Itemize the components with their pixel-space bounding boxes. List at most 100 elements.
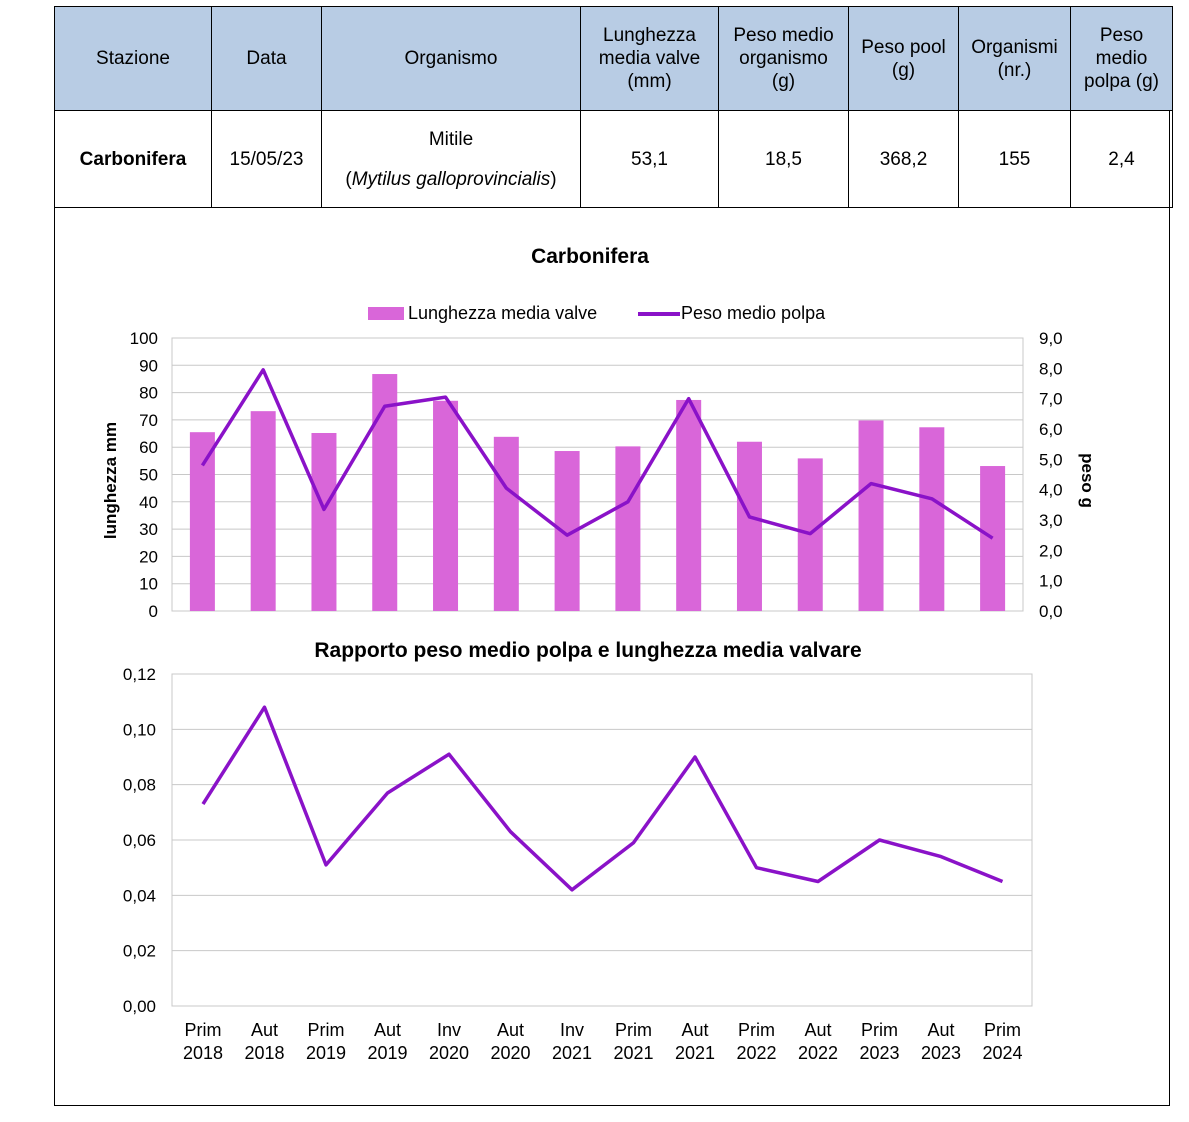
header-peso-polpa: Peso medio polpa (g) [1070,6,1173,111]
chart1-y2tick-label: 9,0 [1039,329,1063,348]
chart1-y2tick-label: 3,0 [1039,511,1063,530]
header-line: Lunghezza [603,25,696,46]
header-line: Peso medio [733,25,834,46]
header-peso-pool: Peso pool (g) [848,6,959,111]
chart2-xtick-label: Prim 2018 [183,1020,223,1063]
xtick-line: 2019 [306,1043,346,1063]
data-table: Stazione Data Organismo Lunghezza media v… [54,6,1173,208]
chart2-ytick-label: 0,04 [123,886,156,905]
chart2-xtick-label: Inv 2020 [429,1020,469,1063]
header-line: medio [1095,48,1148,69]
chart1-bar [919,427,945,611]
chart1-bar [250,411,276,611]
header-line: Data [246,48,287,69]
xtick-line: Prim [984,1020,1021,1040]
chart1-legend-bar-swatch [368,307,404,320]
xtick-line: Prim [308,1020,345,1040]
xtick-line: Prim [185,1020,222,1040]
chart1-bar [858,420,884,611]
chart1-bar [372,374,398,611]
chart1-y2tick-label: 2,0 [1039,541,1063,560]
chart1-ytick-label: 20 [139,547,158,566]
xtick-line: Prim [861,1020,898,1040]
header-line: Stazione [96,48,170,69]
chart2-xtick-label: Prim 2023 [859,1020,899,1063]
organism-scientific-name: (Mytilus galloprovincialis) [345,168,557,190]
chart2-xtick-label: Aut 2023 [921,1020,961,1063]
xtick-line: Aut [374,1020,401,1040]
chart1-bar [189,432,215,611]
chart1-bar [433,400,459,611]
chart2-xtick-label: Aut 2022 [798,1020,838,1063]
cell-stazione: Carbonifera [54,110,212,208]
organism-common-name: Mitile [428,128,474,150]
xtick-line: 2020 [429,1043,469,1063]
chart1-y2tick-label: 5,0 [1039,450,1063,469]
chart1-legend-bar-label: Lunghezza media valve [408,303,597,323]
xtick-line: 2021 [613,1043,653,1063]
chart2-ytick-label: 0,02 [123,942,156,961]
chart1-ytick-label: 90 [139,356,158,375]
chart1-ytick-label: 30 [139,520,158,539]
cell-lunghezza: 53,1 [580,110,719,208]
header-line: Peso [1099,25,1144,46]
chart1-title: Carbonifera [531,245,649,268]
header-line: Organismi [971,36,1058,58]
header-line: (mm) [627,71,672,92]
xtick-line: 2022 [736,1043,776,1063]
table-header-row: Stazione Data Organismo Lunghezza media v… [54,6,1173,111]
chart1-legend-line-label: Peso medio polpa [681,303,826,323]
chart1-y2tick-label: 6,0 [1039,420,1063,439]
xtick-line: 2020 [490,1043,530,1063]
chart2-xtick-label: Aut 2019 [367,1020,407,1063]
chart1-ytick-label: 10 [139,575,158,594]
chart2-xtick-label: Inv 2021 [552,1020,592,1063]
chart2-ytick-label: 0,12 [123,665,156,684]
xtick-line: Prim [738,1020,775,1040]
xtick-line: Inv [560,1020,584,1040]
chart1-bar [493,436,519,611]
chart1-y2tick-label: 7,0 [1039,390,1063,409]
header-line: (nr.) [997,59,1032,81]
xtick-line: Inv [437,1020,461,1040]
header-organismi: Organismi (nr.) [958,6,1071,111]
chart1-ytick-label: 40 [139,493,158,512]
chart2-ytick-label: 0,06 [123,831,156,850]
xtick-line: 2021 [552,1043,592,1063]
chart1-series-line [200,368,994,540]
header-line: organismo [739,48,828,69]
header-line: polpa (g) [1084,71,1159,92]
table-row: Carbonifera 15/05/23 Mitile (Mytilus gal… [54,110,1173,208]
chart1-ytick-label: 60 [139,438,158,457]
cell-organismo: Mitile (Mytilus galloprovincialis) [321,110,581,208]
chart1-y2label: peso g [1078,453,1097,508]
chart2-title: Rapporto peso medio polpa e lunghezza me… [314,639,861,662]
chart1-ytick-label: 70 [139,411,158,430]
chart1-bar [615,446,641,611]
header-line: Peso pool [861,36,946,58]
chart1-ytick-label: 50 [139,466,158,485]
chart2-plot-area [171,673,1033,1007]
chart1-y2tick-label: 0,0 [1039,602,1063,621]
chart2-xtick-label: Prim 2022 [736,1020,776,1063]
cell-peso-polpa: 2,4 [1070,110,1173,208]
chart1-bar [980,466,1006,611]
chart2-xtick-label: Aut 2020 [490,1020,530,1063]
xtick-line: 2023 [921,1043,961,1063]
header-line: (g) [891,59,916,81]
cell-data: 15/05/23 [211,110,322,208]
xtick-line: Aut [681,1020,708,1040]
chart2-xtick-label: Aut 2021 [675,1020,715,1063]
chart1-y2tick-label: 4,0 [1039,481,1063,500]
header-line: (g) [771,71,796,92]
xtick-line: Aut [804,1020,831,1040]
chart2-ytick-label: 0,00 [123,997,156,1016]
xtick-line: Aut [251,1020,278,1040]
chart2-series-line [201,705,1004,892]
header-line: Organismo [404,48,498,69]
chart1-bar [736,441,762,611]
xtick-line: 2023 [859,1043,899,1063]
xtick-line: 2018 [244,1043,284,1063]
chart2-xtick-label: Prim 2024 [982,1020,1022,1063]
